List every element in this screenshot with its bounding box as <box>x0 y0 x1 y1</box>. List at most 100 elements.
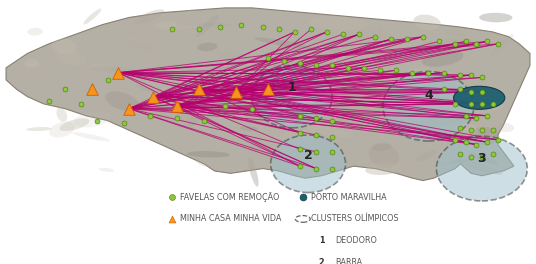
Ellipse shape <box>271 156 287 161</box>
Ellipse shape <box>91 63 106 69</box>
Point <box>299 195 307 200</box>
Point <box>312 116 321 120</box>
Ellipse shape <box>126 37 158 47</box>
Point <box>419 35 427 39</box>
Point <box>451 102 459 106</box>
Ellipse shape <box>136 84 152 92</box>
Point <box>456 126 465 130</box>
Ellipse shape <box>396 81 425 96</box>
Text: 2: 2 <box>304 149 312 162</box>
Ellipse shape <box>470 127 500 145</box>
Point <box>296 147 304 152</box>
Point <box>472 143 481 147</box>
Point <box>456 152 465 156</box>
Point <box>478 154 486 159</box>
Point <box>237 22 245 27</box>
Point <box>280 59 288 63</box>
Text: BARRA: BARRA <box>335 258 362 264</box>
Ellipse shape <box>366 162 403 175</box>
Ellipse shape <box>408 68 439 80</box>
Point <box>472 116 481 120</box>
Point <box>328 135 337 139</box>
Ellipse shape <box>218 51 245 63</box>
Ellipse shape <box>185 9 194 16</box>
Point <box>386 37 395 41</box>
Point <box>440 70 449 75</box>
Ellipse shape <box>49 121 75 138</box>
Point <box>232 90 240 94</box>
Point <box>478 128 486 132</box>
Ellipse shape <box>56 107 67 122</box>
Ellipse shape <box>57 50 86 65</box>
Ellipse shape <box>278 130 319 144</box>
Text: MINHA CASA MINHA VIDA: MINHA CASA MINHA VIDA <box>180 214 281 223</box>
Ellipse shape <box>288 114 303 125</box>
Ellipse shape <box>72 132 110 141</box>
Ellipse shape <box>197 43 218 51</box>
Point <box>323 30 331 34</box>
Point <box>307 27 315 32</box>
Point <box>328 119 337 123</box>
Ellipse shape <box>271 135 346 192</box>
Point <box>451 138 459 142</box>
Point <box>264 87 272 92</box>
Point <box>194 27 203 32</box>
Point <box>456 87 465 92</box>
Ellipse shape <box>213 63 239 73</box>
Ellipse shape <box>340 92 359 102</box>
Polygon shape <box>6 8 530 181</box>
Point <box>483 39 492 44</box>
Point <box>440 87 449 92</box>
Point <box>125 106 133 111</box>
Ellipse shape <box>445 30 465 37</box>
Ellipse shape <box>187 151 230 157</box>
Ellipse shape <box>270 62 301 83</box>
Point <box>467 154 475 159</box>
Ellipse shape <box>26 127 51 131</box>
Point <box>461 39 470 44</box>
Ellipse shape <box>471 69 495 81</box>
Point <box>248 106 256 111</box>
Point <box>77 102 85 106</box>
Point <box>215 25 224 29</box>
Ellipse shape <box>459 123 478 135</box>
Ellipse shape <box>196 159 207 167</box>
Point <box>87 87 96 92</box>
Point <box>296 61 304 65</box>
Ellipse shape <box>132 40 156 50</box>
Point <box>312 150 321 154</box>
Point <box>167 27 176 32</box>
Ellipse shape <box>495 123 514 132</box>
Ellipse shape <box>486 126 497 136</box>
Ellipse shape <box>413 15 441 30</box>
Ellipse shape <box>349 87 404 91</box>
Point <box>296 164 304 168</box>
Point <box>488 128 497 132</box>
Point <box>274 27 283 32</box>
Ellipse shape <box>314 117 363 128</box>
Point <box>328 167 337 171</box>
Point <box>478 102 486 106</box>
Point <box>167 195 176 200</box>
Ellipse shape <box>160 26 199 30</box>
Point <box>483 140 492 144</box>
Point <box>291 30 299 34</box>
Ellipse shape <box>456 159 503 175</box>
Ellipse shape <box>423 146 441 158</box>
Text: PORTO MARAVILHA: PORTO MARAVILHA <box>311 193 386 202</box>
Ellipse shape <box>265 65 311 84</box>
Text: 2: 2 <box>319 258 324 264</box>
Ellipse shape <box>422 51 463 67</box>
Point <box>61 87 69 92</box>
Point <box>392 68 400 72</box>
Circle shape <box>453 86 505 109</box>
Ellipse shape <box>374 28 382 51</box>
Point <box>312 167 321 171</box>
Ellipse shape <box>326 107 361 119</box>
Ellipse shape <box>415 150 437 161</box>
Ellipse shape <box>373 143 392 151</box>
Point <box>264 56 272 60</box>
Point <box>467 102 475 106</box>
Point <box>467 73 475 77</box>
Ellipse shape <box>188 115 198 126</box>
